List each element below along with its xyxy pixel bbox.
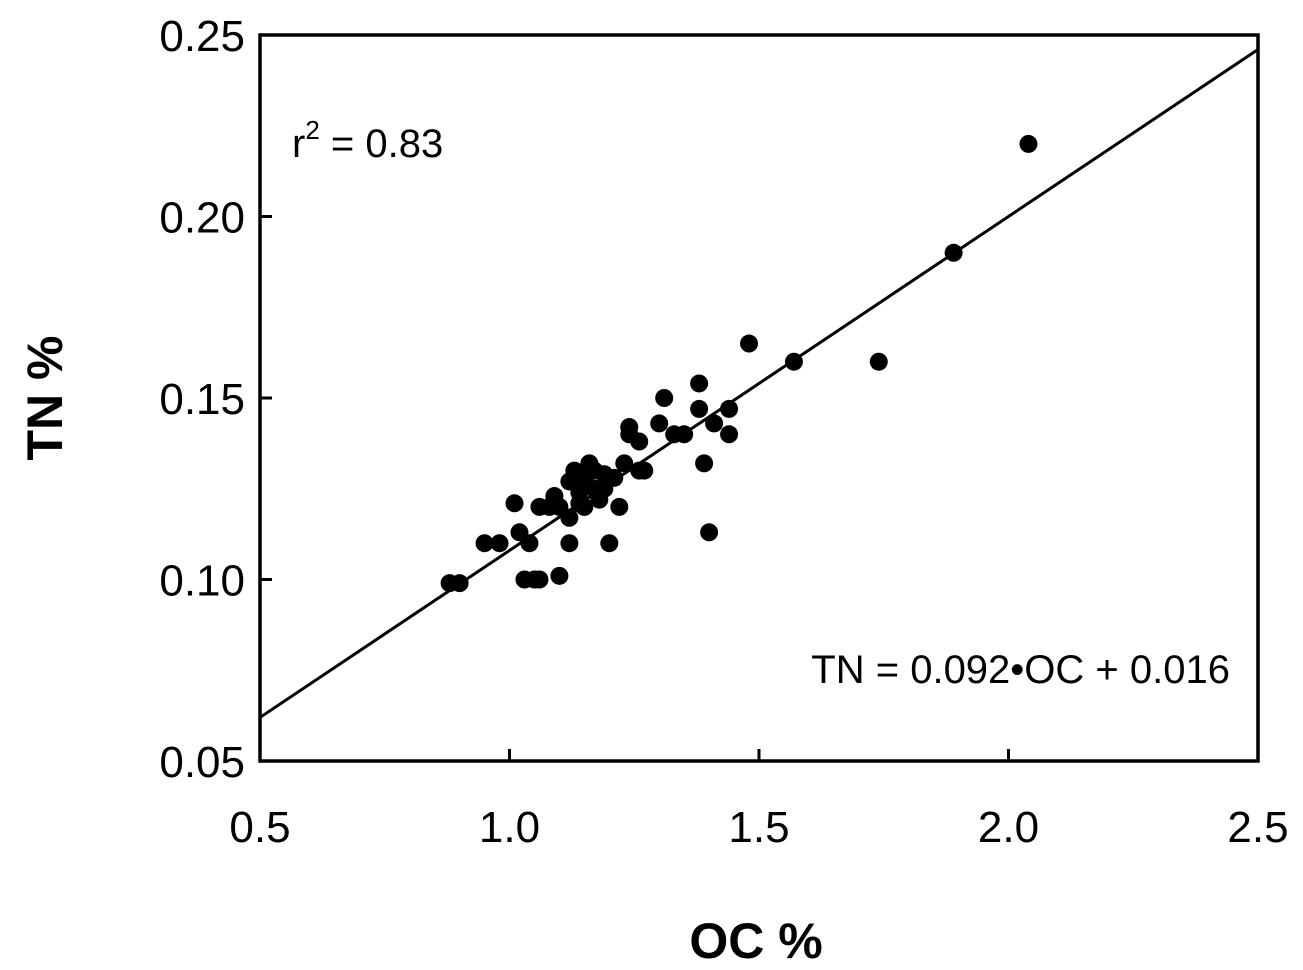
data-point — [944, 243, 963, 262]
y-tick-label: 0.15 — [159, 375, 245, 424]
r-squared-annotation: r2 = 0.83 — [292, 115, 443, 166]
x-axis-title: OC % — [689, 913, 822, 969]
data-point — [720, 399, 739, 418]
regression-line — [259, 48, 1259, 719]
data-point — [1019, 134, 1038, 153]
data-point — [600, 534, 619, 553]
y-tick-label: 0.25 — [159, 12, 245, 61]
x-tick-label: 1.0 — [479, 803, 540, 852]
data-point — [475, 534, 494, 553]
data-point — [635, 461, 654, 480]
y-tick-label: 0.10 — [159, 557, 245, 606]
data-point — [505, 494, 524, 513]
data-point — [869, 352, 888, 371]
data-point — [615, 454, 634, 473]
data-point — [675, 425, 694, 444]
data-point — [520, 534, 539, 553]
data-point — [550, 566, 569, 585]
data-point — [560, 508, 579, 527]
r-squared-label: r — [292, 122, 305, 166]
data-point — [490, 534, 509, 553]
y-axis-title: TN % — [17, 336, 73, 461]
data-point — [720, 425, 739, 444]
r-squared-superscript: 2 — [305, 115, 319, 145]
data-point — [700, 523, 719, 542]
data-point — [575, 497, 594, 516]
data-point — [655, 389, 674, 407]
data-point — [450, 574, 469, 593]
y-tick-label: 0.20 — [159, 194, 245, 243]
y-tick-label: 0.05 — [159, 738, 245, 787]
data-point — [530, 570, 549, 589]
data-point — [690, 399, 709, 418]
data-point — [630, 432, 649, 451]
data-point — [690, 374, 709, 393]
x-tick-label: 0.5 — [229, 803, 290, 852]
data-point — [740, 334, 759, 353]
x-tick-label: 2.0 — [978, 803, 1039, 852]
data-point — [605, 468, 624, 487]
fit-line-layer — [259, 48, 1259, 719]
data-point — [610, 497, 629, 516]
data-point — [570, 483, 589, 502]
x-tick-label: 2.5 — [1227, 803, 1288, 852]
x-tick-label: 1.5 — [728, 803, 789, 852]
data-point — [695, 454, 714, 473]
data-point — [560, 534, 579, 553]
axis-ticks-layer: 0.5 1.0 1.5 2.0 2.5 0.05 0.10 0.15 0.20 0.25 — [159, 12, 1288, 852]
regression-equation: TN = 0.092•OC + 0.016 — [811, 648, 1230, 692]
data-point — [784, 352, 803, 371]
data-point — [650, 414, 669, 433]
r-squared-value: = 0.83 — [320, 122, 443, 166]
data-points-layer — [440, 134, 1038, 593]
data-point — [620, 418, 639, 437]
data-point — [705, 414, 724, 433]
